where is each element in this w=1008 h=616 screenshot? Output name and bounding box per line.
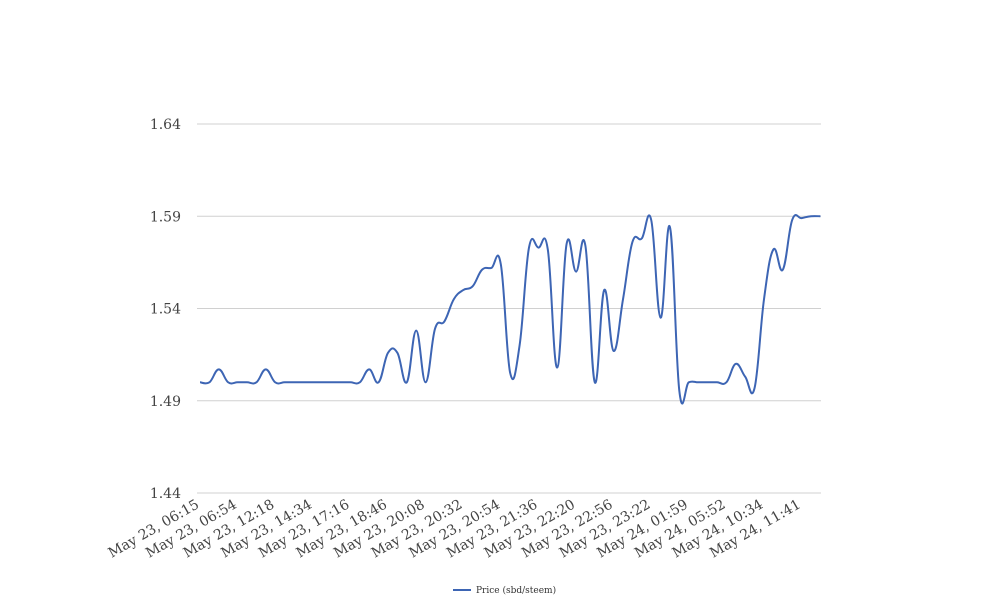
y-tick-label: 1.59 xyxy=(150,209,181,225)
price-line xyxy=(199,214,821,405)
y-tick-label: 1.44 xyxy=(150,486,181,502)
y-tick-label: 1.54 xyxy=(150,302,181,318)
legend-label: Price (sbd/steem) xyxy=(476,585,556,596)
y-tick-label: 1.49 xyxy=(150,394,181,410)
y-tick-label: 1.64 xyxy=(150,117,181,133)
